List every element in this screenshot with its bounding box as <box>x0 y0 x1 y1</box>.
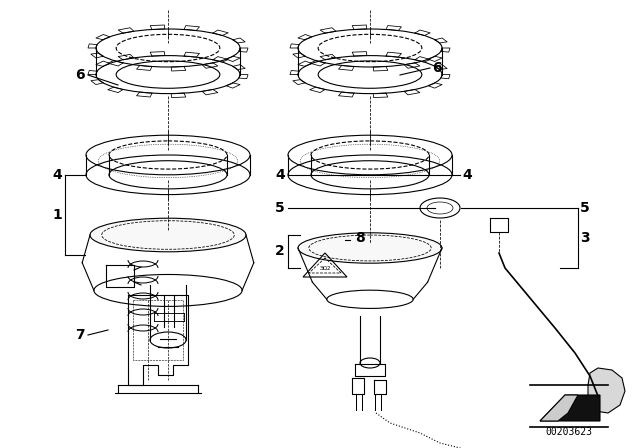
Text: 2: 2 <box>275 244 285 258</box>
Text: 8: 8 <box>355 231 365 245</box>
Text: 4: 4 <box>462 168 472 182</box>
Text: 4: 4 <box>52 168 62 182</box>
Text: 6: 6 <box>432 61 442 75</box>
Text: 7: 7 <box>76 328 85 342</box>
Text: 1: 1 <box>52 208 62 222</box>
Text: 5: 5 <box>275 201 285 215</box>
Text: 6: 6 <box>76 68 85 82</box>
Text: 4: 4 <box>275 168 285 182</box>
Text: ЭΩ2: ЭΩ2 <box>319 266 331 271</box>
Ellipse shape <box>298 233 442 263</box>
Polygon shape <box>540 395 578 421</box>
Text: 5: 5 <box>580 201 589 215</box>
Text: 00203623: 00203623 <box>545 427 593 437</box>
Polygon shape <box>540 395 600 421</box>
Text: 3: 3 <box>580 231 589 245</box>
Polygon shape <box>588 368 625 413</box>
Ellipse shape <box>90 218 246 252</box>
